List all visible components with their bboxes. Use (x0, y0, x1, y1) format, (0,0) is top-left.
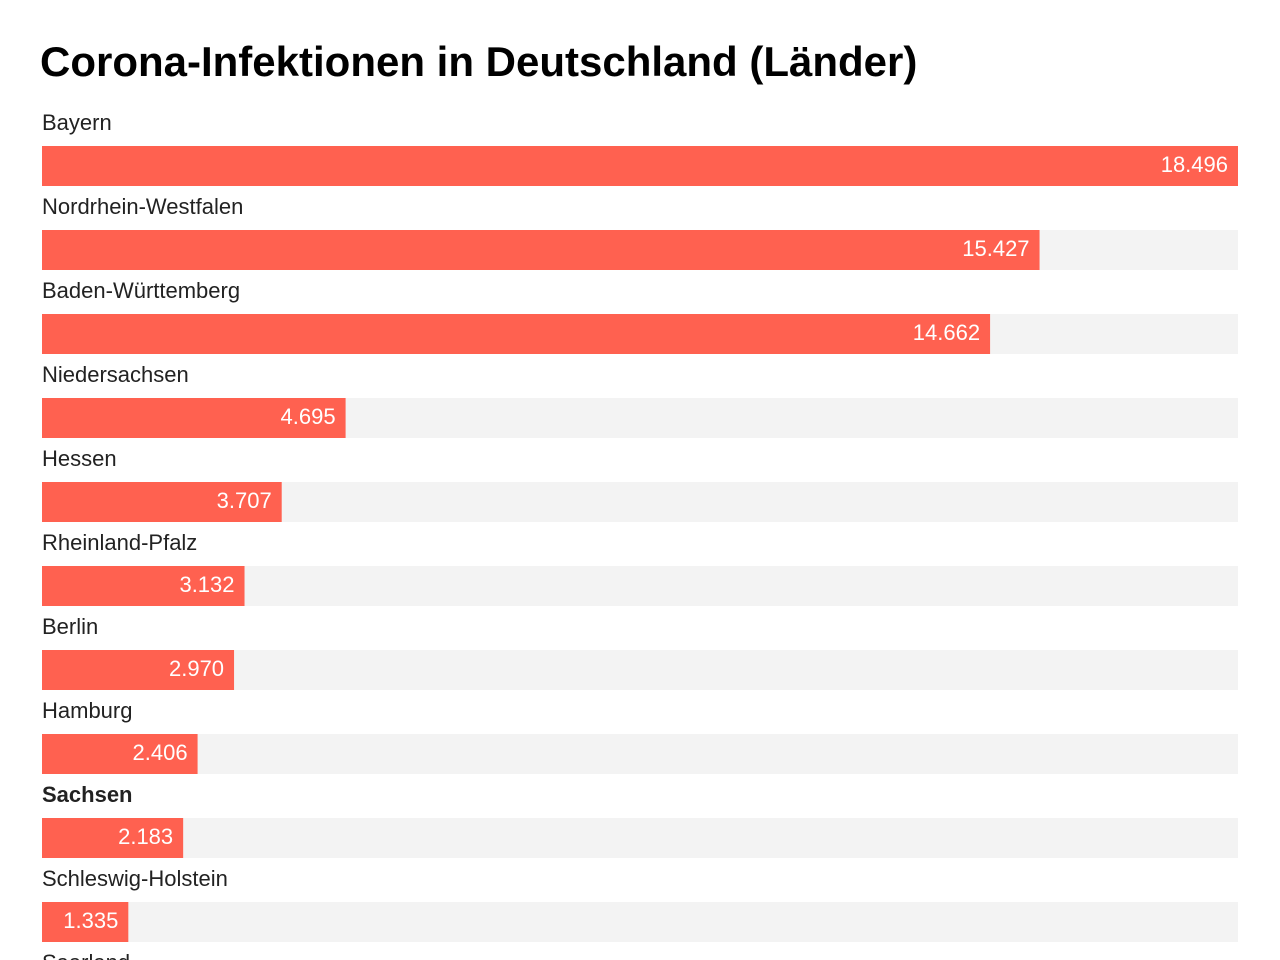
category-label: Bayern (42, 110, 112, 135)
category-label: Niedersachsen (42, 362, 189, 387)
category-label: Berlin (42, 614, 98, 639)
value-label: 18.496 (1161, 152, 1228, 177)
category-label: Baden-Württemberg (42, 278, 240, 303)
value-label: 3.132 (179, 572, 234, 597)
bar (42, 398, 346, 438)
category-label: Nordrhein-Westfalen (42, 194, 243, 219)
bar (42, 902, 129, 942)
bar (42, 734, 198, 774)
bar-track (42, 818, 1238, 858)
bar (42, 818, 184, 858)
category-label: Schleswig-Holstein (42, 866, 228, 891)
bar (42, 146, 1238, 186)
value-label: 2.970 (169, 656, 224, 681)
category-label: Saarland (42, 950, 130, 960)
bar (42, 314, 991, 354)
value-label: 2.406 (133, 740, 188, 765)
category-label: Hessen (42, 446, 117, 471)
bar (42, 566, 245, 606)
bar (42, 482, 282, 522)
category-label: Rheinland-Pfalz (42, 530, 197, 555)
value-label: 4.695 (281, 404, 336, 429)
value-label: 14.662 (913, 320, 980, 345)
value-label: 2.183 (118, 824, 173, 849)
chart-title: Corona-Infektionen in Deutschland (Lände… (40, 38, 917, 85)
bar-track (42, 734, 1238, 774)
bar (42, 230, 1040, 270)
value-label: 15.427 (962, 236, 1029, 261)
bar-track (42, 902, 1238, 942)
bar (42, 650, 235, 690)
category-label: Sachsen (42, 782, 133, 807)
bar-track (42, 650, 1238, 690)
value-label: 1.335 (63, 908, 118, 933)
value-label: 3.707 (217, 488, 272, 513)
category-label: Hamburg (42, 698, 132, 723)
